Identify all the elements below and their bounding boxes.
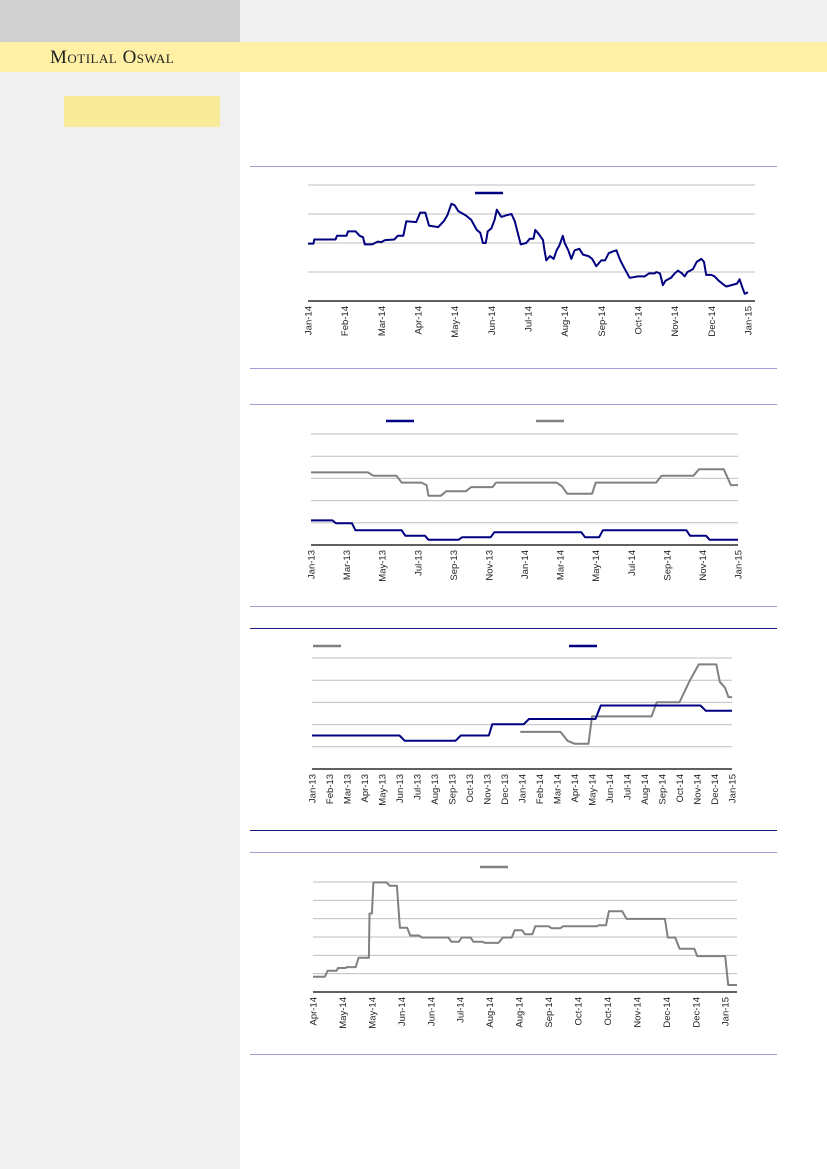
chart4-tick-label: Sep-14 xyxy=(544,997,555,1028)
chart4-tick-label: Jan-15 xyxy=(721,997,732,1026)
chart3-series-line xyxy=(520,663,732,745)
chart2-tick-label: Mar-14 xyxy=(556,550,567,580)
chart3-series-line xyxy=(312,704,732,742)
chart3-bottom-rule xyxy=(250,830,777,831)
chart1-tick-label: Nov-14 xyxy=(670,306,681,337)
chart3-tick-label: Aug-13 xyxy=(430,774,441,805)
chart4-tick-label: Jun-14 xyxy=(426,997,437,1026)
chart1-top-rule xyxy=(250,166,777,167)
left-sidebar xyxy=(0,0,240,1169)
chart2-tick-label: Jul-14 xyxy=(627,550,638,576)
chart3-tick-label: Mar-14 xyxy=(553,774,564,804)
chart3-tick-label: Nov-14 xyxy=(693,774,704,805)
chart4-tick-label: Jul-14 xyxy=(456,997,467,1023)
chart1-tick-label: Oct-14 xyxy=(634,306,645,335)
chart3-top-rule xyxy=(250,628,777,629)
chart3-tick-label: Nov-13 xyxy=(483,774,494,805)
chart3-tick-label: Jan-13 xyxy=(308,774,319,803)
chart2-series-line xyxy=(311,519,738,541)
chart3-tick-label: Mar-13 xyxy=(343,774,354,804)
chart4-tick-label: May-14 xyxy=(367,997,378,1029)
chart3-tick-label: Oct-13 xyxy=(465,774,476,803)
chart1-tick-label: Aug-14 xyxy=(560,306,571,337)
chart3-tick-label: Dec-14 xyxy=(710,774,721,805)
chart2-tick-label: Mar-13 xyxy=(342,550,353,580)
chart2-tick-label: Nov-14 xyxy=(698,550,709,581)
chart2-tick-label: Jul-13 xyxy=(413,550,424,576)
chart3-tick-label: Oct-14 xyxy=(675,774,686,803)
chart3-tick-label: Jun-13 xyxy=(395,774,406,803)
chart3-tick-label: Sep-13 xyxy=(448,774,459,805)
chart2-tick-label: May-14 xyxy=(591,550,602,582)
chart3-tick-label: Feb-14 xyxy=(535,774,546,804)
chart4-tick-label: Nov-14 xyxy=(632,997,643,1028)
chart2-tick-label: Sep-14 xyxy=(662,550,673,581)
chart3-tick-label: Feb-13 xyxy=(325,774,336,804)
chart2-bottom-rule xyxy=(250,606,777,607)
chart3-tick-label: Sep-14 xyxy=(658,774,669,805)
chart1-bottom-rule xyxy=(250,368,777,369)
chart3-tick-label: Jan-14 xyxy=(518,774,529,803)
chart4-series-line xyxy=(313,881,737,986)
chart1-tick-label: Mar-14 xyxy=(377,306,388,336)
chart1-tick-label: Jun-14 xyxy=(487,306,498,335)
chart3-tick-label: Jul-14 xyxy=(623,774,634,800)
chart3-tick-label: May-14 xyxy=(588,774,599,806)
chart1-series-line xyxy=(308,202,749,295)
chart3-tick-label: Dec-13 xyxy=(500,774,511,805)
chart1-tick-label: Apr-14 xyxy=(414,306,425,335)
chart4-tick-label: Oct-14 xyxy=(603,997,614,1026)
chart3-tick-label: Apr-14 xyxy=(570,774,581,803)
chart3-tick-label: Jan-15 xyxy=(728,774,739,803)
chart3-tick-label: Jun-14 xyxy=(605,774,616,803)
chart1-tick-label: Jul-14 xyxy=(524,306,535,332)
chart3-tick-label: Apr-13 xyxy=(360,774,371,803)
brand-band xyxy=(0,42,827,72)
chart2-top-rule xyxy=(250,404,777,405)
chart1-tick-label: May-14 xyxy=(450,306,461,338)
chart1-tick-label: Jan-14 xyxy=(304,306,315,335)
chart4-tick-label: Aug-14 xyxy=(515,997,526,1028)
chart2-tick-label: Jan-13 xyxy=(307,550,318,579)
chart4-tick-label: Aug-14 xyxy=(485,997,496,1028)
chart4-tick-label: Jun-14 xyxy=(397,997,408,1026)
chart2-tick-label: May-13 xyxy=(378,550,389,582)
chart4-tick-label: Dec-14 xyxy=(691,997,702,1028)
chart1-tick-label: Dec-14 xyxy=(707,306,718,337)
chart2-tick-label: Sep-13 xyxy=(449,550,460,581)
chart4-tick-label: May-14 xyxy=(338,997,349,1029)
chart4-tick-label: Dec-14 xyxy=(662,997,673,1028)
chart1-tick-label: Sep-14 xyxy=(597,306,608,337)
chart4-bottom-rule xyxy=(250,1054,777,1055)
motilal-oswal-logo: Motilal Oswal xyxy=(50,47,175,68)
section-tag-box xyxy=(64,96,220,127)
chart3-tick-label: Jul-13 xyxy=(413,774,424,800)
chart4-top-rule xyxy=(250,852,777,853)
chart4-tick-label: Oct-14 xyxy=(574,997,585,1026)
chart2-series-line xyxy=(311,468,738,497)
top-band-left xyxy=(0,0,240,42)
chart2-tick-label: Jan-14 xyxy=(520,550,531,579)
chart4-tick-label: Apr-14 xyxy=(309,997,320,1026)
chart2-tick-label: Nov-13 xyxy=(484,550,495,581)
chart1-tick-label: Feb-14 xyxy=(340,306,351,336)
top-band-right xyxy=(240,0,827,42)
chart1-tick-label: Jan-15 xyxy=(744,306,755,335)
chart3-tick-label: Aug-14 xyxy=(640,774,651,805)
chart2-tick-label: Jan-15 xyxy=(734,550,745,579)
chart3-tick-label: May-13 xyxy=(378,774,389,806)
